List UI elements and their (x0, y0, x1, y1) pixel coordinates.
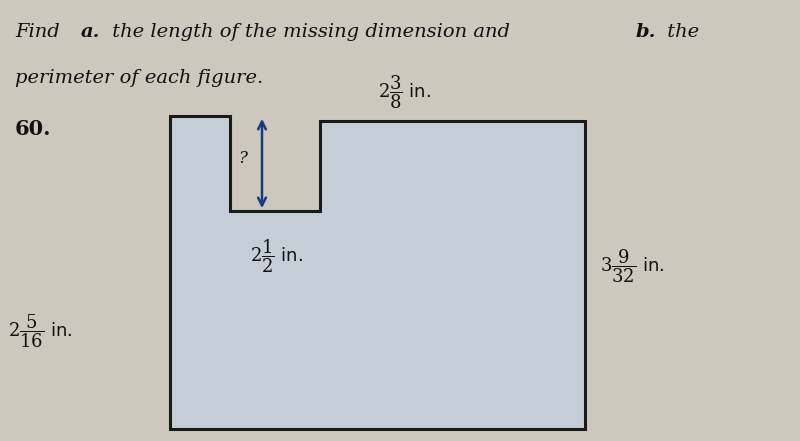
Text: $3\dfrac{9}{32}$ in.: $3\dfrac{9}{32}$ in. (600, 247, 665, 285)
Text: a.: a. (81, 23, 100, 41)
Text: ?: ? (238, 150, 247, 167)
Text: $2\dfrac{3}{8}$ in.: $2\dfrac{3}{8}$ in. (378, 73, 431, 111)
Text: 60.: 60. (15, 119, 51, 139)
Text: $2\dfrac{5}{16}$ in.: $2\dfrac{5}{16}$ in. (8, 312, 73, 350)
Text: b.: b. (635, 23, 655, 41)
Text: perimeter of each figure.: perimeter of each figure. (15, 69, 263, 87)
Text: the length of the missing dimension and: the length of the missing dimension and (106, 23, 516, 41)
Text: Find: Find (15, 23, 66, 41)
Text: the: the (662, 23, 699, 41)
Polygon shape (170, 116, 585, 429)
Text: $2\dfrac{1}{2}$ in.: $2\dfrac{1}{2}$ in. (250, 237, 303, 275)
